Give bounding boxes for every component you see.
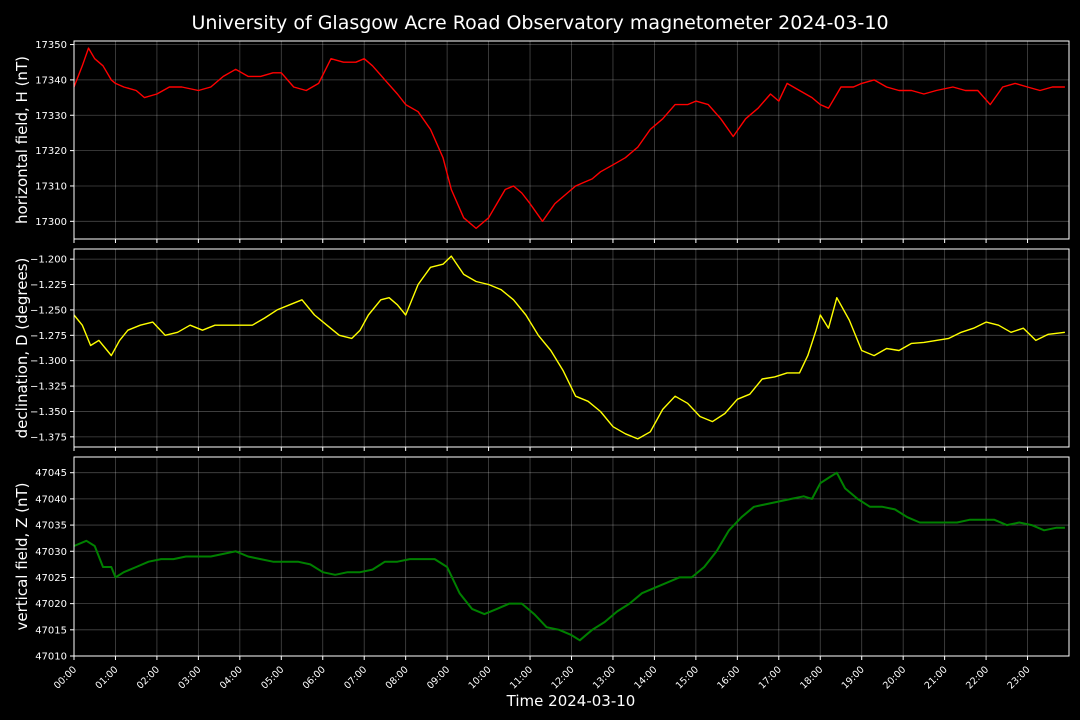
x-tick-label: 04:00 xyxy=(218,664,245,691)
y-tick-label: −1.325 xyxy=(30,382,67,393)
x-tick-label: 09:00 xyxy=(425,664,452,691)
x-tick-label: 23:00 xyxy=(1006,664,1033,691)
x-tick-label: 02:00 xyxy=(135,664,162,691)
y-axis-label: vertical field, Z (nT) xyxy=(13,482,31,630)
x-tick-label: 06:00 xyxy=(301,664,328,691)
y-tick-label: 47030 xyxy=(35,547,67,558)
y-tick-label: −1.200 xyxy=(30,255,67,266)
x-tick-label: 11:00 xyxy=(508,664,535,691)
plot-frame xyxy=(73,40,1070,240)
y-axis-label: horizontal field, H (nT) xyxy=(13,56,31,224)
panel-2: −1.375 −1.350 −1.325 −1.300 −1.275 −1.250 −1.2… xyxy=(13,248,1070,451)
x-tick-label: 00:00 xyxy=(52,664,79,691)
y-tick-label: 47045 xyxy=(35,468,67,479)
panels-group: 17300 17310 17320 17330 17340 17350 horizontal… xyxy=(13,40,1070,691)
series-line xyxy=(73,471,1065,642)
x-tick-label: 13:00 xyxy=(591,664,618,691)
y-tick-label: 17300 xyxy=(35,217,67,228)
y-tick-label: 47020 xyxy=(35,599,67,610)
y-tick-label: 47040 xyxy=(35,494,67,505)
x-tick-label: 07:00 xyxy=(342,664,369,691)
x-tick-label: 22:00 xyxy=(964,664,991,691)
y-tick-label: −1.225 xyxy=(30,280,67,291)
y-tick-label: 17330 xyxy=(35,111,67,122)
plot-frame xyxy=(73,456,1070,657)
y-tick-label: −1.375 xyxy=(30,432,67,443)
y-tick-label: 17310 xyxy=(35,181,67,192)
y-tick-label: −1.350 xyxy=(30,407,67,418)
x-tick-label: 05:00 xyxy=(259,664,286,691)
y-tick-label: 17350 xyxy=(35,40,67,51)
x-tick-label: 19:00 xyxy=(840,664,867,691)
y-tick-label: 47015 xyxy=(35,625,67,636)
x-tick-label: 12:00 xyxy=(549,664,576,691)
y-tick-label: 47035 xyxy=(35,521,67,532)
series-line xyxy=(73,47,1065,230)
x-tick-label: 08:00 xyxy=(384,664,411,691)
y-tick-label: 47010 xyxy=(35,652,67,663)
panel-3: 47010 47015 47020 47025 47030 47035 47040 47045… xyxy=(13,456,1070,691)
x-axis-label: Time 2024-03-10 xyxy=(506,692,636,710)
y-tick-label: −1.250 xyxy=(30,305,67,316)
x-tick-label: 10:00 xyxy=(467,664,494,691)
plot-frame xyxy=(73,248,1070,448)
y-tick-label: 17340 xyxy=(35,75,67,86)
figure-title: University of Glasgow Acre Road Observat… xyxy=(191,12,888,34)
x-tick-label: 14:00 xyxy=(632,664,659,691)
y-tick-label: −1.300 xyxy=(30,356,67,367)
x-tick-label: 20:00 xyxy=(881,664,908,691)
x-tick-label: 21:00 xyxy=(923,664,950,691)
y-axis-label: declination, D (degrees) xyxy=(13,258,31,439)
y-tick-label: 17320 xyxy=(35,146,67,157)
x-tick-label: 01:00 xyxy=(93,664,120,691)
series-line xyxy=(73,255,1065,440)
x-tick-label: 16:00 xyxy=(715,664,742,691)
y-tick-label: 47025 xyxy=(35,573,67,584)
x-tick-label: 03:00 xyxy=(176,664,203,691)
x-tick-label: 15:00 xyxy=(674,664,701,691)
y-tick-label: −1.275 xyxy=(30,331,67,342)
panel-1: 17300 17310 17320 17330 17340 17350 horizontal… xyxy=(13,40,1070,243)
x-tick-label: 17:00 xyxy=(757,664,784,691)
x-tick-label: 18:00 xyxy=(798,664,825,691)
